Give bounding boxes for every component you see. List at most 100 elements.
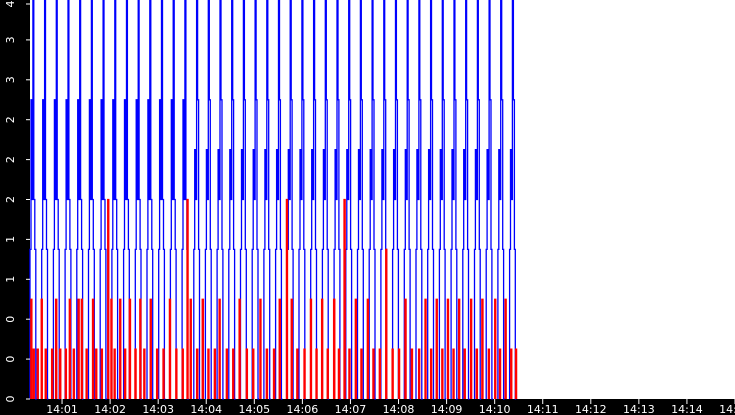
blue-series-pulse	[274, 0, 283, 400]
y-tick-label: 0	[4, 356, 17, 363]
red-series-pulse	[360, 348, 363, 399]
red-series-pulse	[95, 348, 98, 399]
x-tick-label: 14:04	[190, 403, 222, 415]
blue-series-pulse	[438, 0, 447, 400]
red-series-pulse	[514, 348, 518, 399]
red-series-pulse	[50, 348, 54, 399]
x-tick-label: 14:06	[287, 403, 319, 415]
red-series-pulse	[510, 348, 513, 399]
red-series-pulse	[155, 348, 159, 399]
blue-series-pulse	[193, 0, 201, 400]
red-series-pulse	[481, 298, 484, 399]
blue-series-pulse	[111, 0, 119, 400]
red-series-pulse	[494, 298, 497, 399]
red-series-pulse	[378, 348, 382, 399]
y-tick-label: 2	[4, 156, 17, 163]
y-tick-label: 0	[4, 316, 17, 323]
blue-series-pulse	[239, 0, 248, 400]
y-tick-label: 3	[4, 76, 17, 83]
red-series-pulse	[107, 198, 110, 399]
red-series-pulse	[252, 348, 255, 399]
red-series-pulse	[391, 348, 394, 399]
red-series-pulse	[100, 348, 104, 399]
red-series-pulse	[487, 348, 491, 399]
red-series-pulse	[139, 298, 142, 399]
red-series-pulse	[245, 348, 249, 399]
blue-series-pulse	[356, 0, 365, 400]
blue-series-pulse	[76, 0, 84, 400]
red-series-pulse	[457, 298, 461, 399]
red-series-pulse	[162, 348, 165, 399]
x-tick-label: 14:13	[623, 403, 655, 415]
red-series-pulse	[424, 298, 427, 399]
blue-series-pulse	[204, 0, 213, 400]
y-tick-label: 4	[4, 1, 17, 8]
red-series-pulse	[225, 348, 229, 399]
blue-series-pulse	[497, 0, 505, 400]
red-series-pulse	[435, 298, 438, 399]
red-series-pulse	[72, 348, 76, 399]
red-series-pulse	[404, 298, 407, 399]
red-series-pulse	[290, 298, 293, 399]
red-series-pulse	[149, 298, 152, 399]
blue-series-pulse	[345, 0, 353, 400]
red-series-pulse	[168, 298, 172, 399]
blue-series-pulse	[310, 0, 318, 400]
red-series-pulse	[309, 298, 313, 399]
red-series-pulse	[91, 298, 95, 399]
red-series-pulse	[315, 348, 318, 399]
blue-series-pulse	[462, 0, 470, 400]
red-series-pulse	[397, 348, 401, 399]
red-series-pulse	[30, 298, 33, 399]
x-tick-label: 14:09	[431, 403, 463, 415]
blue-series-pulse	[473, 0, 482, 400]
y-tick-label: 2	[4, 116, 17, 123]
blue-series-pulse	[321, 0, 330, 400]
blue-series-pulse	[29, 0, 37, 400]
red-series-pulse	[213, 348, 217, 399]
red-series-pulse	[186, 198, 189, 399]
red-series-pulse	[354, 298, 358, 399]
red-series-pulse	[36, 348, 39, 399]
x-tick-label: 14:14	[671, 403, 703, 415]
red-series-pulse	[385, 248, 388, 399]
red-series-pulse	[134, 348, 137, 399]
red-series-pulse	[348, 348, 351, 399]
red-series-pulse	[475, 348, 479, 399]
red-series-pulse	[366, 298, 370, 399]
blue-series-pulse	[99, 0, 107, 400]
red-series-pulse	[410, 348, 414, 399]
red-series-pulse	[32, 348, 35, 399]
red-series-pulse	[128, 298, 132, 399]
red-series-pulse	[372, 348, 375, 399]
y-tick-label: 0	[4, 396, 17, 403]
red-series-pulse	[64, 348, 68, 399]
red-series-pulse	[54, 298, 58, 399]
y-tick-label: 1	[4, 276, 17, 283]
blue-series-pulse	[450, 0, 458, 400]
blue-series-pulse	[263, 0, 271, 400]
red-series-pulse	[143, 348, 146, 399]
x-tick-label: 14:07	[335, 403, 367, 415]
red-series-pulse	[296, 348, 299, 399]
red-series-pulse	[343, 198, 346, 399]
blue-series-pulse	[368, 0, 376, 400]
blue-series-pulse	[52, 0, 61, 400]
blue-series-pulse	[333, 0, 341, 400]
red-series-pulse	[320, 298, 324, 399]
red-series-pulse	[189, 298, 192, 399]
red-series-pulse	[175, 348, 178, 399]
red-series-pulse	[326, 348, 329, 399]
blue-series-pulse	[403, 0, 411, 400]
red-series-pulse	[429, 348, 433, 399]
blue-series-pulse	[64, 0, 72, 400]
red-series-pulse	[504, 298, 507, 399]
red-series-pulse	[337, 348, 341, 399]
red-series-pulse	[85, 348, 88, 399]
red-series-pulse	[303, 348, 306, 399]
x-tick-label: 14:02	[94, 403, 126, 415]
x-tick-label: 14:01	[46, 403, 78, 415]
red-series-pulse	[446, 298, 450, 399]
red-series-pulse	[285, 198, 289, 399]
